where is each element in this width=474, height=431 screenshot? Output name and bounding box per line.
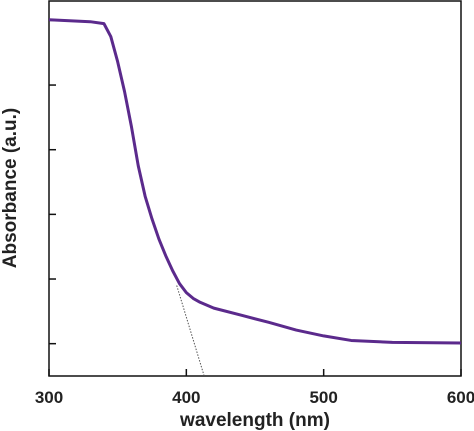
x-tick-label: 400 <box>172 388 200 407</box>
x-tick-label: 600 <box>447 388 474 407</box>
y-axis-label: Absorbance (a.u.) <box>0 108 21 268</box>
plot-frame <box>48 0 462 377</box>
tangent-line <box>176 285 205 377</box>
x-tick-label: 500 <box>309 388 337 407</box>
x-axis-label: wavelength (nm) <box>179 410 330 431</box>
x-tick-label: 300 <box>35 388 63 407</box>
data-line <box>48 18 462 345</box>
